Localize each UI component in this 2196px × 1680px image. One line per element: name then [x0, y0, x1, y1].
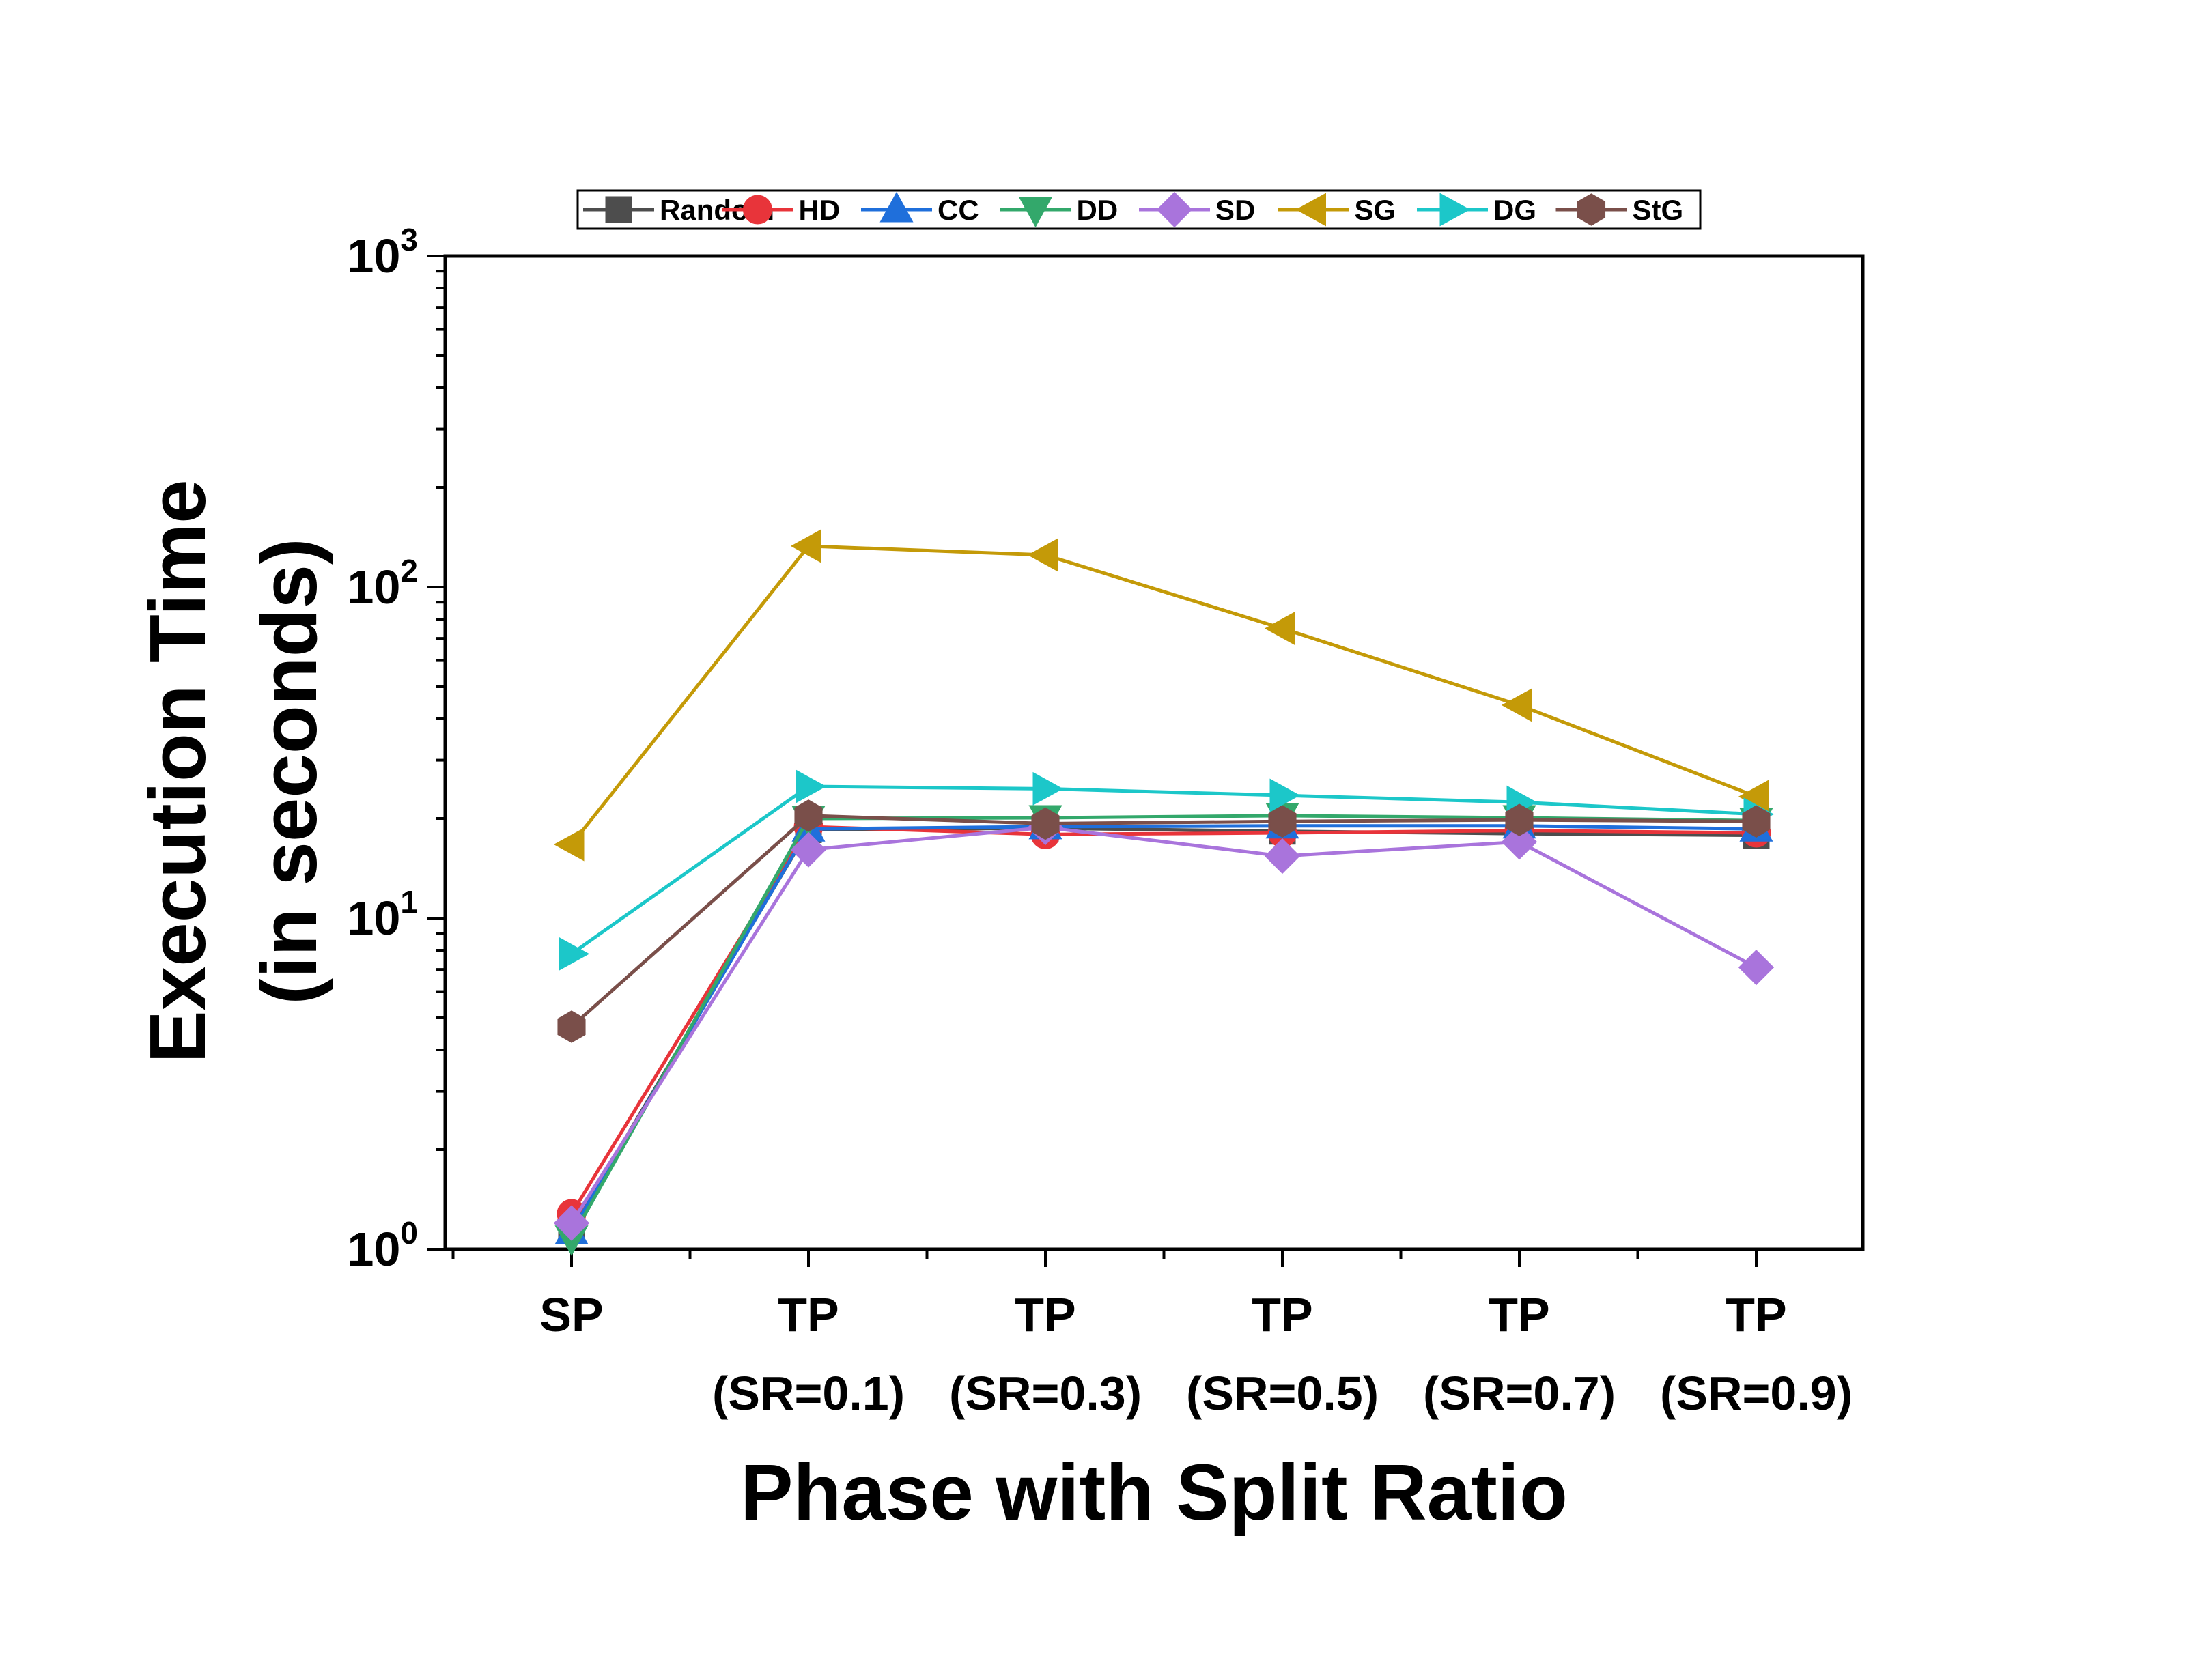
legend-item-dg: DG	[1417, 193, 1536, 227]
x-tick-sublabel: (SR=0.5)	[1186, 1367, 1379, 1420]
legend-label: DD	[1077, 194, 1118, 226]
x-tick-label: SP	[539, 1288, 603, 1341]
y-tick-exponent: 0	[400, 1215, 418, 1251]
y-tick-base: 10	[348, 229, 401, 283]
data-point	[553, 827, 585, 862]
x-tick-label: TP	[1726, 1288, 1786, 1341]
legend-item-hd: HD	[722, 194, 841, 226]
data-point	[1738, 950, 1775, 986]
legend-marker	[743, 195, 772, 225]
series-layer	[553, 529, 1775, 1256]
data-point	[790, 831, 827, 868]
y-tick-label: 101	[348, 884, 418, 945]
series-line	[569, 825, 1758, 1224]
series-line	[570, 784, 1757, 956]
series-stg	[557, 799, 1771, 1043]
data-point	[1269, 778, 1301, 812]
x-tick-sublabel: (SR=0.3)	[949, 1367, 1142, 1420]
data-point	[557, 1010, 586, 1043]
x-tick-sublabel: (SR=0.7)	[1423, 1367, 1616, 1420]
data-point	[1032, 771, 1064, 806]
series-sd	[553, 809, 1775, 1241]
data-point	[1501, 824, 1538, 860]
y-tick-base: 10	[348, 560, 401, 614]
legend-label: SG	[1355, 194, 1396, 226]
data-point	[1742, 805, 1771, 838]
y-tick-base: 10	[348, 892, 401, 945]
legend-item-sd: SD	[1139, 191, 1255, 228]
y-axis-title-line1: Execution Time	[133, 479, 222, 1063]
series-dd	[554, 803, 1773, 1256]
legend-marker	[1295, 193, 1326, 227]
data-point	[794, 799, 823, 832]
legend-label: StG	[1633, 194, 1684, 226]
legend-marker	[1439, 193, 1471, 227]
legend-marker	[1018, 197, 1053, 228]
series-line	[569, 824, 1757, 1233]
y-tick-exponent: 3	[400, 222, 418, 257]
x-tick-label: TP	[1015, 1288, 1075, 1341]
legend: Random HD CC DD SD SG DG StG	[576, 189, 1702, 230]
data-point	[1264, 838, 1301, 874]
legend-item-cc: CC	[861, 191, 979, 226]
x-tick-sublabel: (SR=0.1)	[712, 1367, 905, 1420]
legend-marker	[605, 196, 632, 223]
data-point	[796, 769, 827, 803]
legend-label: SD	[1215, 194, 1255, 226]
data-point	[1505, 803, 1534, 836]
y-tick-label: 100	[348, 1215, 418, 1276]
series-line	[569, 826, 1757, 1230]
data-point	[1027, 538, 1058, 572]
y-axis-title-line2: (in seconds)	[244, 538, 333, 1004]
data-point	[1501, 688, 1532, 722]
x-tick-label: TP	[778, 1288, 839, 1341]
y-axis-title: Execution Time (in seconds)	[133, 479, 333, 1063]
legend-marker	[879, 191, 914, 223]
x-axis: SP TP (SR=0.1) TP (SR=0.3) TP (SR=0.5) TP (SR=0.…	[451, 1249, 1853, 1420]
data-point	[790, 529, 821, 563]
legend-label: DG	[1493, 194, 1536, 226]
y-tick-label: 103	[348, 222, 418, 283]
data-point	[1264, 612, 1295, 646]
plot-frame	[443, 254, 1865, 1251]
legend-label: HD	[799, 194, 841, 226]
legend-item-dd: DD	[1000, 194, 1118, 228]
y-tick-exponent: 2	[400, 553, 418, 588]
legend-label: CC	[938, 194, 979, 226]
series-cc	[554, 808, 1773, 1244]
legend-item-sg: SG	[1278, 193, 1396, 227]
x-tick-label: TP	[1252, 1288, 1312, 1341]
series-line	[569, 825, 1757, 1215]
x-axis-title: Phase with Split Ratio	[740, 1448, 1568, 1537]
legend-marker	[1577, 193, 1606, 226]
data-point	[553, 1205, 590, 1241]
y-tick-base: 10	[348, 1223, 401, 1276]
series-line	[570, 814, 1757, 1028]
data-point	[1268, 805, 1297, 838]
y-tick-label: 102	[348, 553, 418, 614]
legend-item-stg: StG	[1556, 193, 1684, 226]
y-tick-exponent: 1	[400, 884, 418, 920]
series-sg	[553, 529, 1769, 862]
data-point	[559, 937, 590, 971]
legend-marker	[1156, 191, 1193, 228]
data-point	[1031, 807, 1060, 840]
x-tick-label: TP	[1489, 1288, 1549, 1341]
x-tick-sublabel: (SR=0.9)	[1660, 1367, 1853, 1420]
series-line	[569, 814, 1757, 1240]
series-line	[570, 544, 1757, 846]
